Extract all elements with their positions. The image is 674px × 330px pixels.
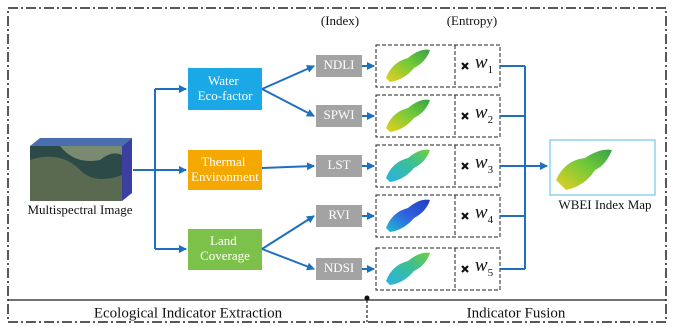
index-thumbnail (386, 50, 430, 82)
factor-line: Coverage (200, 248, 250, 263)
weight: w1 (475, 52, 493, 75)
index-thumbnail (386, 150, 430, 182)
multiply-icon (462, 213, 468, 219)
weight-subscript: 3 (488, 164, 494, 176)
weight: w4 (475, 202, 494, 225)
factor-line: Eco-factor (198, 88, 254, 103)
diagram: Ecological Indicator Extraction Indicato… (0, 0, 674, 330)
weight: w2 (475, 102, 493, 125)
multiply-icon (462, 163, 468, 169)
weight-symbol: w (475, 102, 488, 123)
index-label: RVI (328, 207, 349, 222)
factor-line: Water (208, 73, 239, 88)
weight-symbol: w (475, 52, 488, 73)
arrows-factors (262, 66, 314, 269)
weight-symbol: w (475, 202, 488, 223)
index-label: SPWI (323, 107, 354, 122)
divider-dot (365, 296, 370, 301)
arrows-fusion (525, 66, 547, 269)
index-thumbnail (386, 100, 430, 132)
footer-left: Ecological Indicator Extraction (94, 305, 283, 321)
entropy-header: (Entropy) (447, 13, 498, 28)
output-label: WBEI Index Map (558, 197, 651, 212)
index-thumbnail (386, 200, 430, 232)
index-label: NDLI (323, 57, 354, 72)
weight-subscript: 1 (488, 64, 494, 76)
multispectral-cube (30, 138, 132, 201)
weight-symbol: w (475, 152, 488, 173)
footer-right: Indicator Fusion (467, 305, 566, 321)
input-label: Multispectral Image (27, 202, 132, 217)
weight-symbol: w (475, 255, 488, 276)
weight: w5 (475, 255, 494, 278)
multiply-icon (462, 63, 468, 69)
multiply-icon (462, 266, 468, 272)
weight-subscript: 4 (488, 214, 494, 226)
weight: w3 (475, 152, 494, 175)
index-label: LST (327, 157, 350, 172)
arrows-input (133, 89, 186, 249)
multiply-icon (462, 113, 468, 119)
index-label: NDSI (324, 260, 354, 275)
index-thumbnail (386, 253, 430, 285)
weight-subscript: 2 (488, 114, 494, 126)
index-header: (Index) (321, 13, 359, 28)
weight-subscript: 5 (488, 267, 494, 279)
factor-line: Environment (191, 169, 259, 184)
factor-line: Thermal (201, 154, 245, 169)
factor-line: Land (210, 233, 237, 248)
